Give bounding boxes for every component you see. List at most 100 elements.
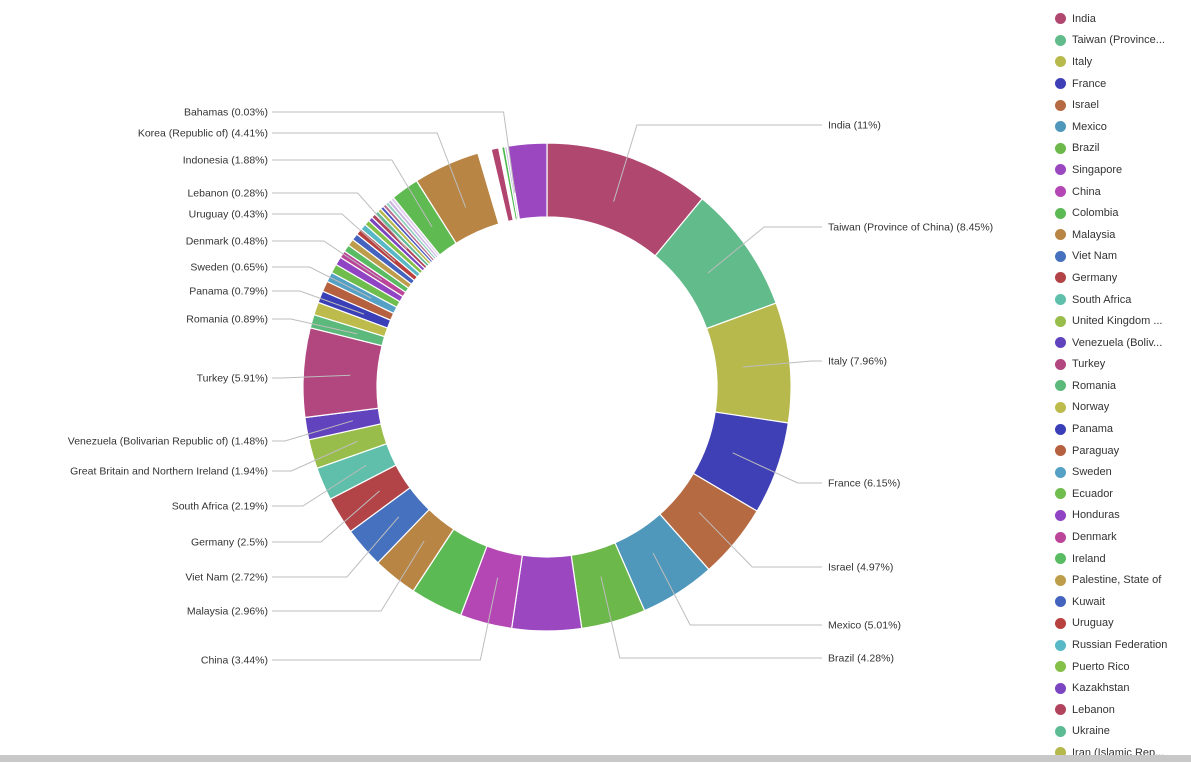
slice-label: Bahamas (0.03%) xyxy=(184,107,268,119)
legend-label: Venezuela (Boliv... xyxy=(1072,336,1163,349)
legend-label: Honduras xyxy=(1072,509,1120,522)
legend-swatch xyxy=(1055,401,1066,413)
legend-item[interactable]: Turkey xyxy=(1055,354,1191,376)
legend-item[interactable]: Lebanon xyxy=(1055,699,1191,721)
leader-line xyxy=(742,360,822,368)
slice-label: Mexico (5.01%) xyxy=(828,620,901,632)
slices xyxy=(302,142,792,632)
legend-item[interactable]: Viet Nam xyxy=(1055,246,1191,268)
legend-item[interactable]: Colombia xyxy=(1055,202,1191,224)
legend: India Taiwan (Province... Italy France Israe… xyxy=(1055,8,1191,764)
legend-item[interactable]: Paraguay xyxy=(1055,440,1191,462)
legend-item[interactable]: Puerto Rico xyxy=(1055,656,1191,678)
legend-item[interactable]: Uruguay xyxy=(1055,613,1191,635)
legend-label: Uruguay xyxy=(1072,617,1114,630)
legend-swatch xyxy=(1055,553,1066,565)
slice-label: South Africa (2.19%) xyxy=(172,501,268,513)
legend-swatch xyxy=(1055,229,1066,241)
legend-item[interactable]: Russian Federation xyxy=(1055,634,1191,656)
legend-swatch xyxy=(1055,272,1066,284)
legend-swatch xyxy=(1055,380,1066,392)
legend-item[interactable]: South Africa xyxy=(1055,289,1191,311)
legend-swatch xyxy=(1055,509,1066,521)
legend-label: Germany xyxy=(1072,271,1118,284)
slice-label: Taiwan (Province of China) (8.45%) xyxy=(828,222,993,234)
slice-label: Italy (7.96%) xyxy=(828,356,887,368)
legend-label: Norway xyxy=(1072,401,1110,414)
leader-line xyxy=(652,552,822,626)
slice-unlabeled[interactable] xyxy=(506,142,548,220)
legend-item[interactable]: Germany xyxy=(1055,267,1191,289)
legend-swatch xyxy=(1055,337,1066,349)
legend-item[interactable]: Italy xyxy=(1055,51,1191,73)
legend-swatch xyxy=(1055,56,1066,68)
leader-line xyxy=(732,452,822,484)
legend-swatch xyxy=(1055,186,1066,198)
legend-item[interactable]: Kuwait xyxy=(1055,591,1191,613)
legend-swatch xyxy=(1055,531,1066,543)
legend-item[interactable]: Palestine, State of xyxy=(1055,569,1191,591)
legend-item[interactable]: Sweden xyxy=(1055,461,1191,483)
slice-label: Sweden (0.65%) xyxy=(190,262,268,274)
legend-item[interactable]: Singapore xyxy=(1055,159,1191,181)
slice-singapore[interactable] xyxy=(510,554,583,632)
legend-item[interactable]: Israel xyxy=(1055,94,1191,116)
legend-item[interactable]: France xyxy=(1055,73,1191,95)
legend-item[interactable]: China xyxy=(1055,181,1191,203)
legend-label: China xyxy=(1072,185,1101,198)
legend-swatch xyxy=(1055,466,1066,478)
legend-label: Colombia xyxy=(1072,207,1119,220)
slice-label: Panama (0.79%) xyxy=(189,286,268,298)
slice-label: Indonesia (1.88%) xyxy=(183,155,268,167)
legend-swatch xyxy=(1055,423,1066,435)
legend-swatch xyxy=(1055,142,1066,154)
legend-item[interactable]: Ireland xyxy=(1055,548,1191,570)
slice-label: Great Britain and Northern Ireland (1.94… xyxy=(70,466,268,478)
legend-swatch xyxy=(1055,99,1066,111)
legend-item[interactable]: Honduras xyxy=(1055,505,1191,527)
legend-item[interactable]: Denmark xyxy=(1055,526,1191,548)
leader-line xyxy=(272,213,396,262)
slice-label: Denmark (0.48%) xyxy=(186,236,268,248)
legend-item[interactable]: Romania xyxy=(1055,375,1191,397)
legend-item[interactable]: Brazil xyxy=(1055,138,1191,160)
legend-item[interactable]: India xyxy=(1055,8,1191,30)
legend-item[interactable]: Taiwan (Province... xyxy=(1055,30,1191,52)
leader-line xyxy=(272,318,358,335)
leader-line xyxy=(272,464,367,507)
legend-label: Denmark xyxy=(1072,531,1117,544)
legend-label: Ecuador xyxy=(1072,487,1113,500)
legend-swatch xyxy=(1055,639,1066,651)
legend-item[interactable]: Ukraine xyxy=(1055,721,1191,743)
legend-label: Panama xyxy=(1072,423,1113,436)
legend-item[interactable]: Mexico xyxy=(1055,116,1191,138)
slice-label: Germany (2.5%) xyxy=(191,537,268,549)
slice-label: Turkey (5.91%) xyxy=(197,373,268,385)
legend-swatch xyxy=(1055,294,1066,306)
leader-line xyxy=(600,576,822,659)
legend-item[interactable]: Norway xyxy=(1055,397,1191,419)
slice-label: Viet Nam (2.72%) xyxy=(185,572,268,584)
legend-item[interactable]: Ecuador xyxy=(1055,483,1191,505)
leader-line xyxy=(698,511,822,568)
slice-label: Israel (4.97%) xyxy=(828,562,893,574)
leader-line xyxy=(613,124,822,202)
leader-line xyxy=(272,111,516,193)
slice-label: Korea (Republic of) (4.41%) xyxy=(138,128,268,140)
legend-item[interactable]: Panama xyxy=(1055,418,1191,440)
leader-line xyxy=(272,490,380,543)
leader-line xyxy=(272,159,433,228)
legend-swatch xyxy=(1055,488,1066,500)
legend-label: India xyxy=(1072,12,1096,25)
legend-item[interactable]: Malaysia xyxy=(1055,224,1191,246)
leader-line xyxy=(272,192,408,249)
horizontal-scrollbar[interactable] xyxy=(0,755,1191,762)
legend-item[interactable]: Kazakhstan xyxy=(1055,677,1191,699)
legend-swatch xyxy=(1055,207,1066,219)
legend-swatch xyxy=(1055,78,1066,90)
slice-label: India (11%) xyxy=(828,120,881,132)
legend-label: Puerto Rico xyxy=(1072,660,1130,673)
legend-item[interactable]: Venezuela (Boliv... xyxy=(1055,332,1191,354)
legend-item[interactable]: United Kingdom ... xyxy=(1055,310,1191,332)
legend-swatch xyxy=(1055,250,1066,262)
